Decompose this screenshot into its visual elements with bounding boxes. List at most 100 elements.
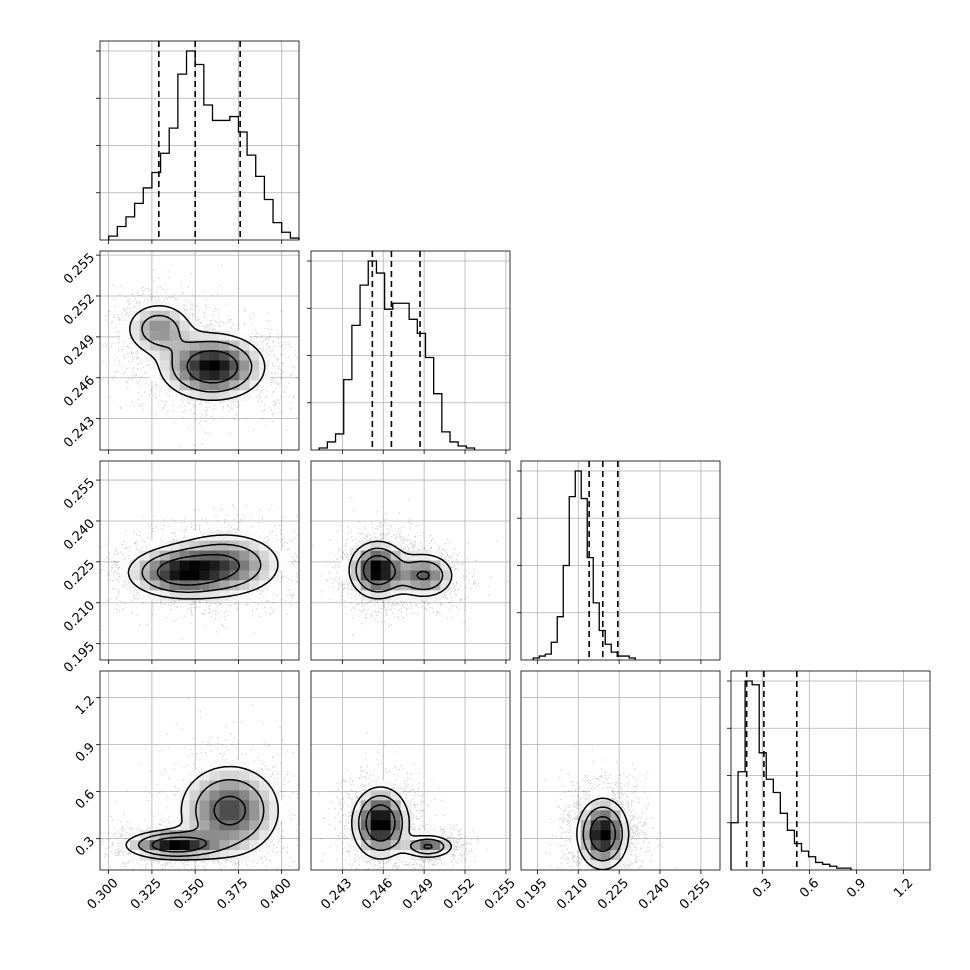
density-cell [129,560,141,571]
y-tick-label: 0.6 [73,787,98,812]
density-cell [189,840,200,851]
axes-frame [99,670,300,871]
density-cell [360,850,372,861]
density-cell [350,830,362,841]
y-tick-label: 0.243 [61,414,98,451]
density-cell [199,380,210,391]
density-cell [229,790,240,801]
density-cell [129,850,141,861]
density-cell [219,350,230,361]
density-cell [199,340,210,351]
density-cell [249,770,260,781]
scatter-panel-3-0 [99,670,300,871]
density-cell [269,550,280,561]
density-cell [430,570,441,581]
density-cell [580,850,592,861]
density-cell [219,770,230,781]
density-cell [239,590,250,601]
density-cell [139,590,151,601]
hist-panel-0 [96,40,300,241]
density-cell [380,570,391,581]
density-cell [219,780,230,791]
density-cell [229,370,240,381]
density-cell [370,580,382,591]
density-cell [239,850,250,861]
density-cell [440,570,451,581]
density-cell [239,570,250,581]
density-cell [430,560,441,571]
x-tick-label: 0.243 [318,876,355,913]
density-cell [219,580,230,591]
contour-line [156,553,241,586]
density-cell [149,360,161,371]
density-cell [610,800,621,811]
density-cell [209,760,220,771]
density-cell [159,560,171,571]
x-tick-label: 0.225 [595,876,632,913]
density-cell [199,530,210,541]
density-cell [229,560,240,571]
density-cell [139,310,151,322]
scatter-panel-3-1 [310,670,511,871]
density-cell [129,840,141,851]
density-cell [149,340,161,351]
density-cell [410,570,421,581]
density-cell [199,390,210,401]
density-cell [350,550,362,561]
density-cell [430,550,441,561]
density-cell [600,850,611,861]
density-cell [269,820,280,831]
density-cell [239,550,250,561]
scatter-panel-2-1 [310,460,511,661]
density-cell [219,820,230,831]
x-tick-label: 0.350 [171,876,208,913]
density-cell [219,380,230,391]
density-cell [239,530,250,541]
density-cell [400,810,411,821]
density-cell [199,830,210,841]
density-cell [209,770,220,781]
density-cell [149,570,161,581]
hist-bar [108,50,300,240]
density-cell [590,850,601,861]
density-cell [259,830,270,841]
density-cell [179,820,190,831]
density-cell [370,820,382,831]
density-cell [139,550,151,561]
density-cell [249,780,260,791]
density-cell [219,360,230,371]
contour-line [365,804,433,850]
density-cell [189,370,200,381]
x-tick-label: 0.255 [677,876,714,913]
density-cell [209,560,220,571]
density-cell [239,830,250,841]
density-cell [410,560,421,571]
density-cell [570,820,582,831]
density-cell [179,780,190,791]
x-tick-label: 0.210 [554,876,591,913]
axes-frame [310,250,511,451]
density-cell [129,570,141,581]
contour-line [125,765,279,861]
x-tick-label: 0.255 [482,876,519,913]
density-cell [169,560,180,571]
density-cell [610,810,621,821]
density-cell [380,820,391,831]
density-cell [199,360,210,371]
density-cell [119,560,131,571]
x-tick-label: 0.375 [214,876,251,913]
density-cell [199,820,210,831]
density-cell [179,830,190,841]
density-cell [169,310,180,322]
density-cell [239,560,250,571]
density-cell [259,780,270,791]
density-cell [229,570,240,581]
density-cell [139,570,151,581]
contour-line [355,547,444,593]
density-cell [590,830,601,841]
density-cell [380,830,391,841]
density-cell [420,850,431,861]
contour-line [137,778,265,857]
density-cell [179,800,190,811]
density-cell [149,850,161,861]
